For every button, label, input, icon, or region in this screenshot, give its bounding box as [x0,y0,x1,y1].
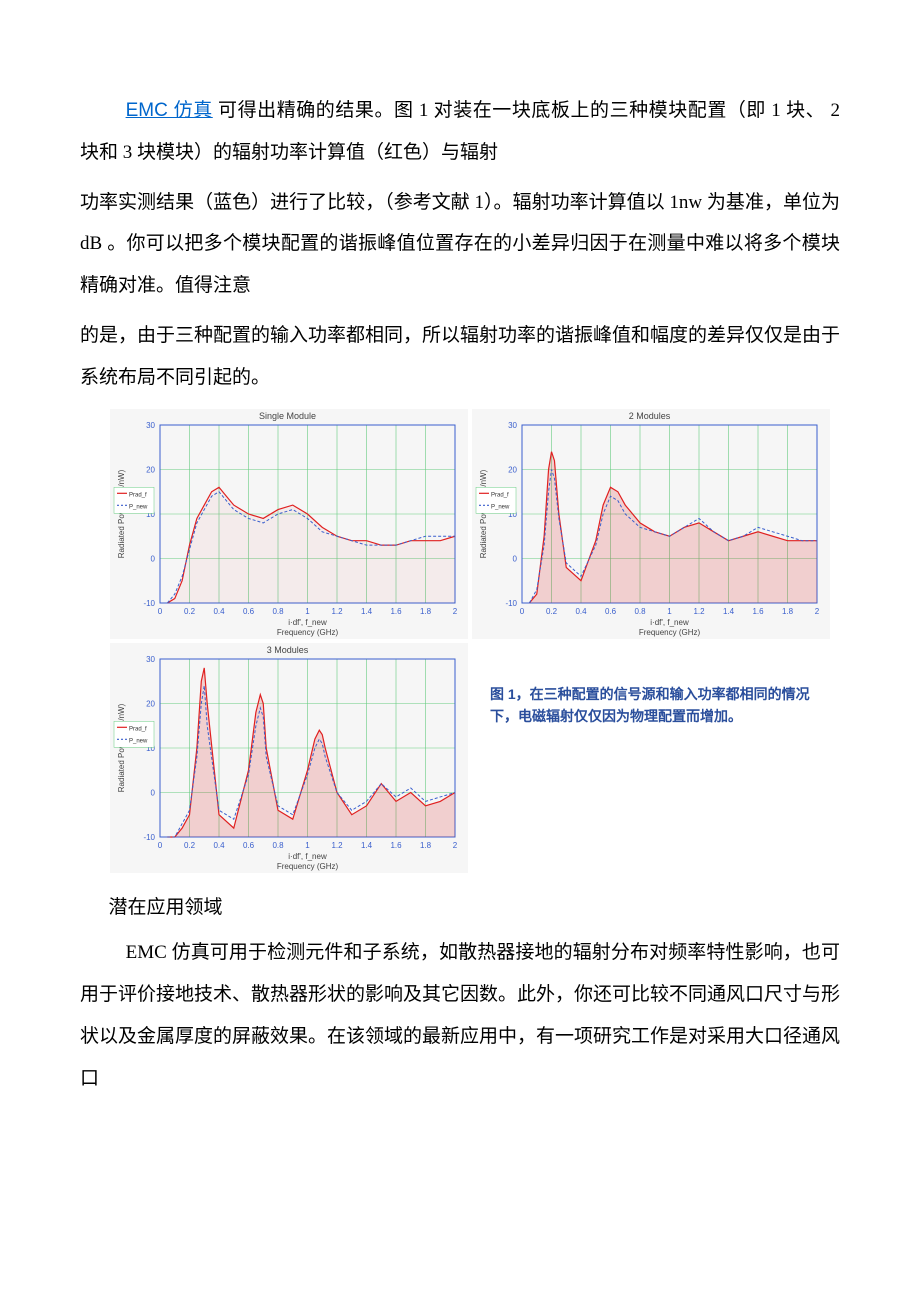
svg-text:0: 0 [158,841,163,850]
svg-text:30: 30 [146,655,155,664]
svg-text:30: 30 [146,421,155,430]
svg-text:1.6: 1.6 [752,607,764,616]
figure-1: Single Module 0 0.2 0.4 0.6 0.8 1 1.2 1.4 1.6 1.8 2… [110,409,830,873]
svg-text:1.4: 1.4 [361,841,373,850]
svg-text:0: 0 [513,554,518,563]
svg-text:P_new: P_new [129,504,148,510]
svg-text:1.8: 1.8 [782,607,794,616]
section-heading: 潜在应用领域 [80,887,840,929]
paragraph-1: EMC 仿真 可得出精确的结果。图 1 对装在一块底板上的三种模块配置（即 1 … [80,90,840,174]
chart-svg-1: Single Module 0 0.2 0.4 0.6 0.8 1 1.2 1.4 1.6 1.8 2… [110,409,465,639]
svg-text:1.8: 1.8 [420,607,432,616]
paragraph-3: 的是，由于三种配置的输入功率都相同，所以辐射功率的谐振峰值和幅度的差异仅仅是由于… [80,315,840,399]
figure-caption: 图 1，在三种配置的信号源和输入功率都相同的情况 下，电磁辐射仅仅因为物理配置而… [472,643,830,873]
svg-text:0.6: 0.6 [605,607,617,616]
svg-text:0.6: 0.6 [243,841,255,850]
figure-caption-line2: 下，电磁辐射仅仅因为物理配置而增加。 [490,708,742,724]
figure-caption-line1: 图 1，在三种配置的信号源和输入功率都相同的情况 [490,686,810,702]
svg-text:0: 0 [520,607,525,616]
svg-text:0.8: 0.8 [272,607,284,616]
svg-text:Radiated Power (dB/nW): Radiated Power (dB/nW) [479,469,488,558]
svg-text:20: 20 [146,699,155,708]
svg-text:Prad_f: Prad_f [129,492,147,498]
svg-text:0.2: 0.2 [546,607,558,616]
svg-text:0: 0 [158,607,163,616]
svg-text:2: 2 [453,841,458,850]
svg-text:i·df', f_new: i·df', f_new [288,852,327,861]
svg-text:1: 1 [305,607,310,616]
svg-text:0.4: 0.4 [575,607,587,616]
svg-text:1: 1 [305,841,310,850]
svg-text:1.2: 1.2 [331,607,343,616]
svg-text:Prad_f: Prad_f [129,726,147,732]
svg-text:-10: -10 [143,833,155,842]
svg-text:1.4: 1.4 [723,607,735,616]
svg-text:2: 2 [815,607,820,616]
chart-svg-3: 3 Modules00.20.40.60.811.21.41.61.82-100… [110,643,465,873]
chart-2-modules: 2 Modules00.20.40.60.811.21.41.61.82-100… [472,409,830,639]
chart-svg-2: 2 Modules00.20.40.60.811.21.41.61.82-100… [472,409,827,639]
svg-text:P_new: P_new [491,504,510,510]
svg-text:0.2: 0.2 [184,841,196,850]
svg-text:Prad_f: Prad_f [491,492,509,498]
svg-text:P_new: P_new [129,738,148,744]
svg-text:Single Module: Single Module [259,411,316,421]
paragraph-2: 功率实测结果（蓝色）进行了比较，（参考文献 1）。辐射功率计算值以 1nw 为基… [80,182,840,307]
svg-text:30: 30 [508,421,517,430]
svg-text:1.4: 1.4 [361,607,373,616]
svg-text:i·df', f_new: i·df', f_new [650,618,689,627]
svg-text:0.4: 0.4 [213,841,225,850]
svg-text:0.8: 0.8 [272,841,284,850]
svg-text:0: 0 [151,788,156,797]
chart-3-modules: 3 Modules00.20.40.60.811.21.41.61.82-100… [110,643,468,873]
svg-text:Frequency (GHz): Frequency (GHz) [639,628,701,637]
svg-text:0.2: 0.2 [184,607,196,616]
svg-text:0: 0 [151,554,156,563]
svg-text:1.2: 1.2 [693,607,705,616]
chart-single-module: Single Module 0 0.2 0.4 0.6 0.8 1 1.2 1.4 1.6 1.8 2… [110,409,468,639]
svg-text:-10: -10 [505,599,517,608]
svg-text:1.8: 1.8 [420,841,432,850]
svg-text:1: 1 [667,607,672,616]
svg-text:0.8: 0.8 [634,607,646,616]
svg-text:20: 20 [508,465,517,474]
svg-text:Radiated Power (dB/nW): Radiated Power (dB/nW) [117,469,126,558]
svg-text:0.4: 0.4 [213,607,225,616]
paragraph-4: EMC 仿真可用于检测元件和子系统，如散热器接地的辐射分布对频率特性影响，也可用… [80,932,840,1099]
svg-text:1.6: 1.6 [390,607,402,616]
svg-text:20: 20 [146,465,155,474]
svg-text:Frequency (GHz): Frequency (GHz) [277,628,339,637]
svg-text:-10: -10 [143,599,155,608]
svg-text:2: 2 [453,607,458,616]
svg-text:3 Modules: 3 Modules [267,645,309,655]
svg-text:2 Modules: 2 Modules [629,411,671,421]
svg-text:Radiated Power (dB/nW): Radiated Power (dB/nW) [117,703,126,792]
emc-sim-link[interactable]: EMC 仿真 [126,100,213,121]
svg-text:i·df', f_new: i·df', f_new [288,618,327,627]
svg-text:0.6: 0.6 [243,607,255,616]
svg-text:1.6: 1.6 [390,841,402,850]
svg-text:Frequency (GHz): Frequency (GHz) [277,862,339,871]
svg-text:1.2: 1.2 [331,841,343,850]
